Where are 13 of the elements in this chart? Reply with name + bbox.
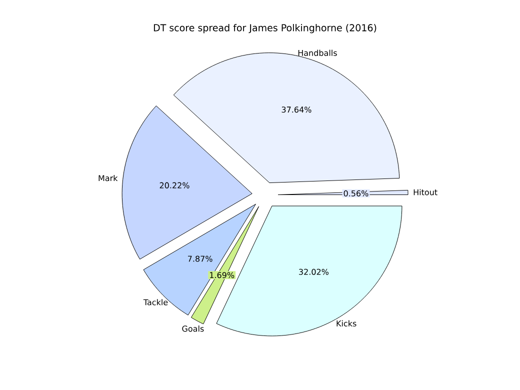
data-label: 0.56% <box>344 190 368 196</box>
slice-label: Hitout <box>414 189 438 196</box>
slice-label: Kicks <box>336 320 356 326</box>
chart-title: DT score spread for James Polkinghorne (2016) <box>154 24 376 34</box>
data-label: 32.02% <box>299 268 329 275</box>
slice-label: Mark <box>98 174 118 182</box>
data-label: 20.22% <box>160 182 190 188</box>
slice-label: Goals <box>182 326 204 332</box>
data-label: 1.69% <box>210 272 234 278</box>
data-label: 37.64% <box>282 106 312 113</box>
data-label: 7.87% <box>188 256 212 262</box>
slice-label: Handballs <box>298 50 337 56</box>
slice-label: Tackle <box>143 299 168 306</box>
